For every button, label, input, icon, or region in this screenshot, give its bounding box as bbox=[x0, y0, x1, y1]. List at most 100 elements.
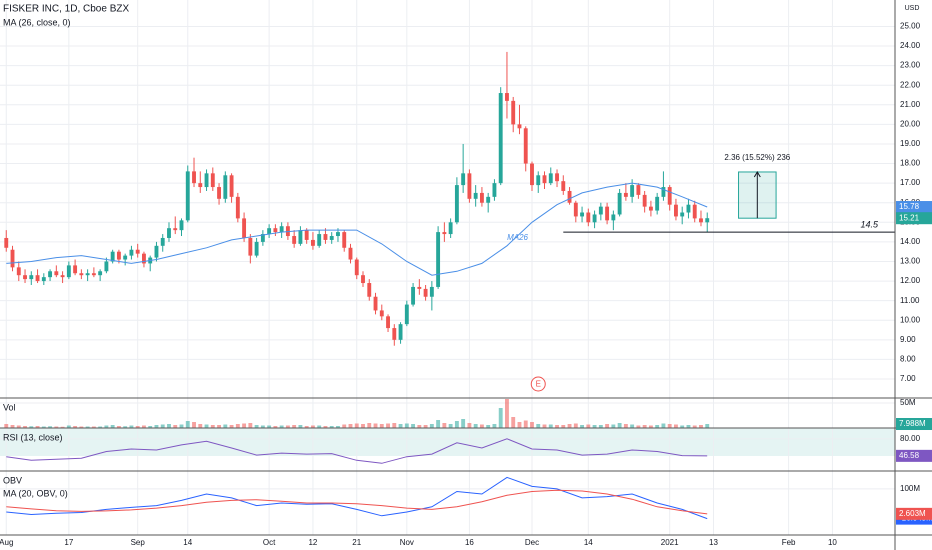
candle-body bbox=[54, 271, 59, 276]
volume-bar bbox=[185, 421, 190, 428]
volume-bar bbox=[436, 420, 441, 428]
candle-body bbox=[636, 185, 641, 195]
y-tick-label: 7.00 bbox=[900, 374, 916, 383]
volume-bar bbox=[41, 426, 46, 428]
candle-body bbox=[498, 93, 503, 184]
volume-bar bbox=[411, 424, 416, 428]
volume-bar bbox=[373, 423, 378, 428]
volume-bar bbox=[173, 425, 178, 428]
volume-bar bbox=[342, 424, 347, 428]
price-badge bbox=[896, 212, 932, 225]
y-tick-label: 18.00 bbox=[900, 159, 921, 168]
candle-body bbox=[79, 273, 84, 276]
volume-bar bbox=[580, 425, 585, 428]
x-tick-label: Dec bbox=[525, 538, 539, 547]
candle-body bbox=[592, 214, 597, 223]
candle-body bbox=[692, 204, 697, 219]
candle-body bbox=[386, 316, 390, 329]
legend-entry: OBV bbox=[3, 475, 22, 485]
legend-entry: MA (20, OBV, 0) bbox=[3, 488, 68, 498]
candle-body bbox=[580, 212, 585, 217]
y-tick-label: 14.00 bbox=[900, 237, 921, 246]
candle-body bbox=[648, 206, 653, 211]
volume-bar bbox=[505, 399, 509, 428]
volume-bar bbox=[561, 425, 566, 428]
volume-bar bbox=[498, 408, 503, 428]
volume-bar bbox=[204, 424, 209, 428]
candle-body bbox=[536, 175, 541, 186]
candle-body bbox=[29, 275, 34, 280]
candle-body bbox=[598, 206, 603, 215]
candle-body bbox=[336, 232, 340, 237]
volume-bar bbox=[16, 425, 21, 428]
candle-body bbox=[235, 196, 240, 219]
candle-body bbox=[35, 275, 40, 282]
volume-bar bbox=[661, 423, 666, 428]
volume-bar bbox=[517, 422, 522, 428]
candle-body bbox=[436, 232, 441, 287]
volume-bar bbox=[555, 425, 559, 428]
candle-body bbox=[429, 286, 434, 297]
candle-body bbox=[48, 271, 53, 278]
candle-body bbox=[630, 185, 635, 197]
x-tick-label: 14 bbox=[584, 538, 593, 547]
candle-body bbox=[548, 173, 553, 184]
candle-body bbox=[110, 251, 115, 262]
volume-bar bbox=[511, 417, 516, 428]
candle-body bbox=[542, 175, 547, 184]
volume-bar bbox=[54, 426, 59, 428]
volume-bar bbox=[492, 424, 497, 428]
candle-body bbox=[310, 239, 315, 246]
x-tick-label: Aug bbox=[0, 538, 13, 547]
volume-bar bbox=[154, 425, 159, 428]
volume-bar bbox=[486, 425, 491, 428]
volume-bar bbox=[686, 425, 691, 428]
event-marker bbox=[530, 376, 546, 392]
y-tick-label: 19.00 bbox=[900, 139, 921, 148]
volume-bar bbox=[242, 423, 247, 428]
candle-body bbox=[517, 124, 522, 129]
volume-bar bbox=[148, 426, 153, 428]
volume-bar bbox=[548, 424, 553, 428]
volume-bar bbox=[66, 425, 71, 428]
volume-bar bbox=[667, 424, 672, 428]
volume-bar bbox=[680, 425, 685, 428]
y-tick-label: 23.00 bbox=[900, 61, 921, 70]
x-tick-label: 14 bbox=[183, 538, 192, 547]
y-tick-label: 12.00 bbox=[900, 276, 921, 285]
price-badge-label: 15.78 bbox=[899, 202, 920, 211]
x-tick-label: 21 bbox=[352, 538, 361, 547]
x-tick-label: Oct bbox=[263, 538, 276, 547]
volume-bar bbox=[210, 425, 215, 428]
volume-bar bbox=[479, 424, 484, 428]
y-tick-label: 21.00 bbox=[900, 100, 921, 109]
candle-body bbox=[179, 220, 184, 231]
volume-bar bbox=[79, 426, 84, 428]
candle-body bbox=[530, 163, 534, 186]
volume-bar bbox=[361, 424, 365, 428]
rsi-band bbox=[0, 428, 895, 456]
volume-bar bbox=[29, 426, 34, 428]
candle-body bbox=[479, 192, 484, 203]
volume-bar bbox=[592, 425, 597, 428]
candle-body bbox=[392, 328, 397, 340]
volume-bar bbox=[674, 424, 678, 428]
volume-bar bbox=[329, 426, 334, 428]
candle-body bbox=[342, 232, 347, 248]
candle-body bbox=[611, 214, 616, 221]
candle-body bbox=[242, 218, 247, 238]
candle-body bbox=[116, 251, 121, 260]
candle-body bbox=[254, 241, 259, 256]
y-tick-label: 11.00 bbox=[900, 296, 920, 305]
obv-line bbox=[6, 476, 708, 520]
candle-body bbox=[473, 192, 478, 199]
volume-bar bbox=[386, 423, 390, 428]
obv-badge-label: 2.603M bbox=[899, 509, 926, 518]
candle-body bbox=[379, 310, 384, 317]
candle-body bbox=[667, 187, 672, 205]
volume-bar bbox=[536, 424, 541, 428]
volume-bar bbox=[4, 424, 9, 428]
volume-bar bbox=[285, 425, 290, 428]
candle-body bbox=[492, 183, 497, 197]
candle-body bbox=[686, 204, 691, 213]
